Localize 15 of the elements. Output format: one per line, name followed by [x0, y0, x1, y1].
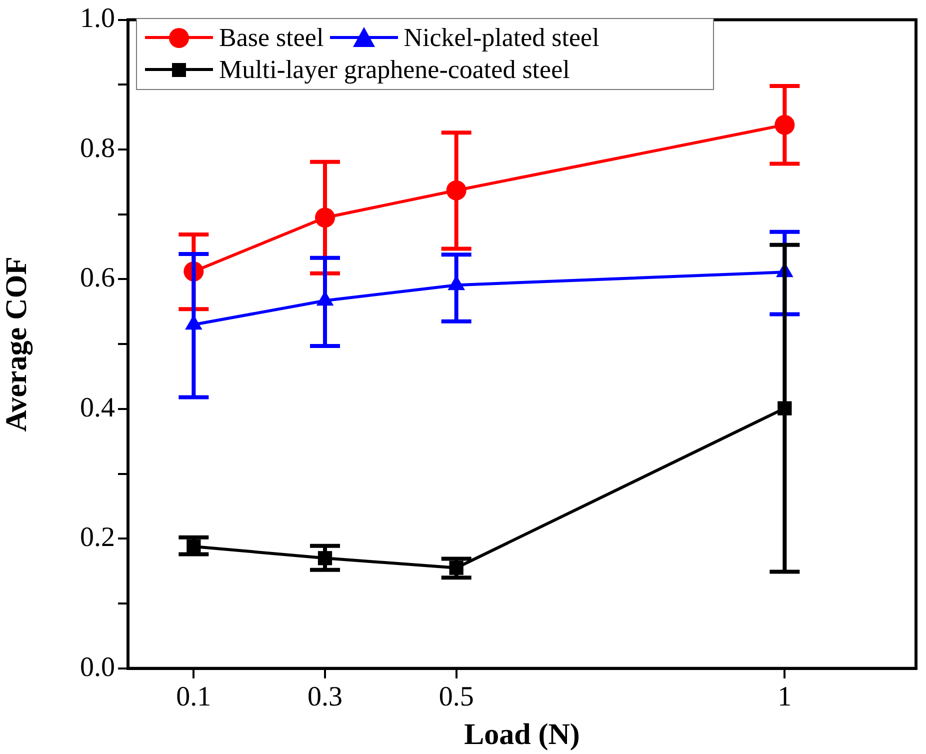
x-tick-label: 1: [778, 682, 792, 713]
y-tick-label: 0.4: [80, 392, 115, 424]
x-tick-label: 0.5: [438, 682, 474, 713]
y-axis-title: Average COF: [0, 256, 33, 432]
legend-label: Nickel-plated steel: [404, 23, 600, 53]
legend-label: Multi-layer graphene-coated steel: [219, 55, 570, 85]
x-tick-label: 0.3: [308, 682, 342, 713]
x-axis-title: Load (N): [464, 718, 580, 751]
y-tick-label: 0.2: [80, 522, 115, 554]
x-tick-label: 0.1: [176, 682, 212, 713]
y-tick-label: 0.0: [80, 652, 115, 683]
legend-label: Base steel: [219, 23, 324, 53]
y-tick-label: 1.0: [80, 3, 115, 34]
y-tick-label: 0.6: [80, 262, 115, 294]
y-tick-label: 0.8: [80, 132, 115, 164]
